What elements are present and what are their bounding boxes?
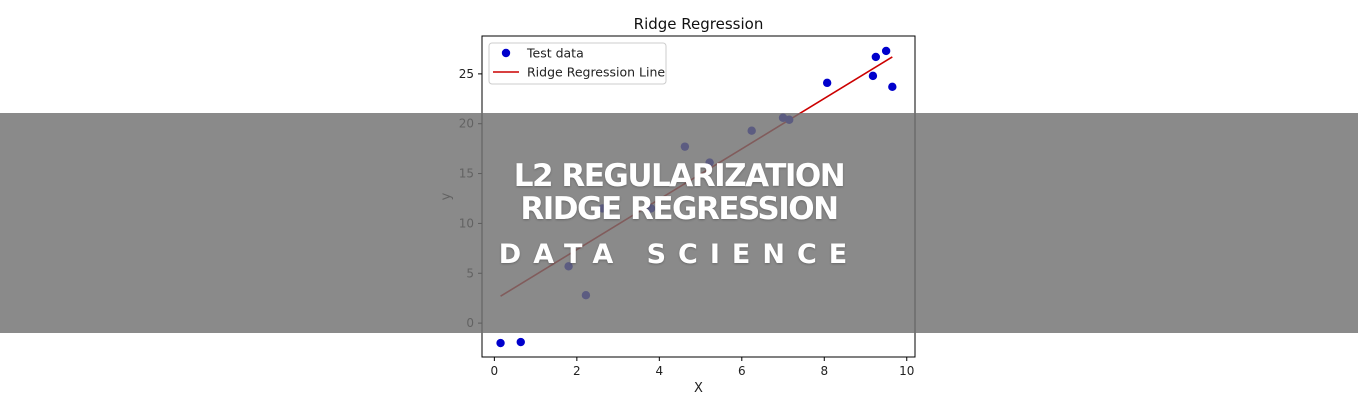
test-data-point (871, 52, 881, 62)
test-data-point (496, 338, 505, 348)
legend-marker-scatter (501, 48, 511, 58)
x-tick-label: 8 (820, 364, 828, 378)
x-tick-label: 10 (899, 364, 914, 378)
legend: Test data Ridge Regression Line (488, 42, 667, 85)
x-tick-label: 4 (656, 364, 664, 378)
overlay-band (0, 113, 1358, 333)
test-data-point (516, 337, 525, 347)
x-axis-ticks: 0 2 4 6 8 10 (491, 357, 914, 378)
banner-title-line-1: L2 REGULARIZATION (513, 158, 846, 194)
x-tick-label: 2 (573, 364, 581, 378)
legend-box (488, 42, 667, 85)
banner-title-line-2: RIDGE REGRESSION (520, 191, 839, 227)
legend-label: Test data (526, 46, 584, 61)
legend-label: Ridge Regression Line (527, 65, 665, 80)
test-data-point (888, 82, 897, 92)
x-axis-title: X (694, 381, 703, 396)
x-tick-label: 0 (491, 364, 499, 378)
chart-title: Ridge Regression (634, 15, 764, 33)
test-data-point (868, 71, 878, 81)
banner-subtitle: DATA SCIENCE (498, 239, 860, 270)
test-data-point (822, 78, 832, 88)
title-banner: L2 REGULARIZATION RIDGE REGRESSION DATA … (0, 160, 1358, 270)
test-data-point (881, 46, 891, 56)
y-tick-label: 25 (459, 67, 474, 81)
x-tick-label: 6 (738, 364, 746, 378)
